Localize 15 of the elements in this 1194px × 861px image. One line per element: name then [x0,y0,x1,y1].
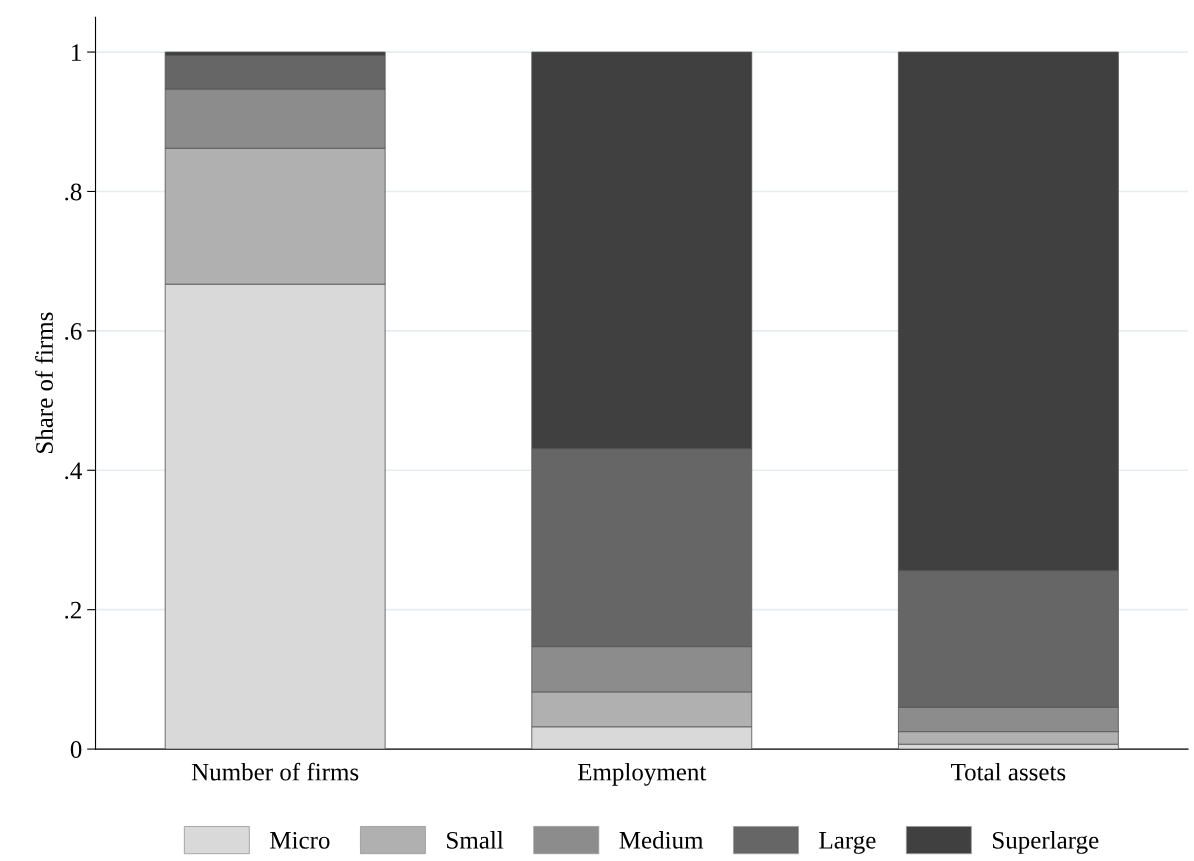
y-tick-label: .4 [65,462,82,480]
x-tick-label: Total assets [951,762,1066,781]
y-tick-label: 1 [72,44,81,61]
legend-label: Large [819,832,876,854]
legend-label: Small [447,831,504,849]
y-tick-label: .2 [65,601,81,619]
legend-label: Micro [270,831,330,849]
x-tick-label: Number of firms [191,762,359,781]
x-tick-label: Employment [577,762,707,786]
legend-label: Superlarge [993,831,1099,854]
y-tick-label: 0 [70,741,82,758]
y-tick-label: .6 [65,322,82,340]
y-tick-label: .8 [65,183,82,201]
legend-label: Medium [619,831,704,849]
y-axis-title: Share of firms [35,312,53,453]
